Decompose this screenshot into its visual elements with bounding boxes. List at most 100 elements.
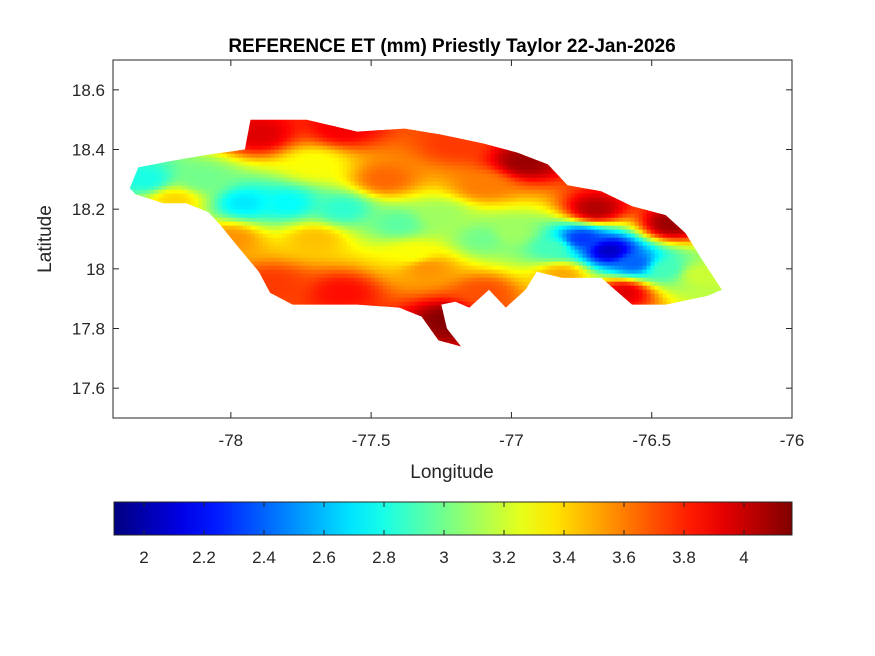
et-cell [346, 205, 352, 211]
et-cell [478, 189, 484, 195]
et-cell [362, 189, 368, 195]
et-cell [654, 213, 660, 219]
et-cell [390, 193, 396, 199]
et-cell [254, 221, 260, 227]
et-cell [474, 225, 480, 231]
et-cell [146, 181, 152, 187]
et-cell [522, 189, 528, 195]
et-cell [538, 237, 544, 243]
chart-title: REFERENCE ET (mm) Priestly Taylor 22-Jan… [228, 36, 675, 57]
et-cell [270, 129, 276, 135]
et-cell [634, 237, 640, 243]
et-cell [630, 225, 636, 231]
et-cell [382, 169, 388, 175]
et-cell [546, 169, 552, 175]
et-cell [342, 129, 348, 135]
et-cell [402, 237, 408, 243]
et-cell [502, 205, 508, 211]
et-cell [566, 221, 572, 227]
et-cell [226, 197, 232, 203]
et-cell [502, 149, 508, 155]
et-cell [458, 233, 464, 239]
et-cell [266, 205, 272, 211]
et-cell [602, 193, 608, 199]
et-cell [442, 173, 448, 179]
et-cell [362, 129, 368, 135]
et-cell [310, 237, 316, 243]
et-cell [390, 213, 396, 219]
et-cell [306, 205, 312, 211]
et-cell [238, 213, 244, 219]
et-cell [190, 169, 196, 175]
et-cell [218, 221, 224, 227]
et-cell [158, 185, 164, 191]
et-cell [534, 189, 540, 195]
et-cell [202, 173, 208, 179]
et-cell [438, 169, 444, 175]
et-cell [418, 205, 424, 211]
et-cell [346, 225, 352, 231]
et-cell [382, 229, 388, 235]
et-cell [238, 201, 244, 207]
et-cell [238, 189, 244, 195]
et-cell [246, 181, 252, 187]
et-cell [354, 173, 360, 179]
et-cell [258, 119, 264, 123]
et-cell [254, 125, 260, 131]
et-cell [498, 205, 504, 211]
et-cell [550, 189, 556, 195]
et-cell [482, 185, 488, 191]
et-cell [474, 169, 480, 175]
et-cell [214, 173, 220, 179]
et-cell [342, 189, 348, 195]
et-cell [386, 193, 392, 199]
et-cell [642, 229, 648, 235]
et-cell [414, 157, 420, 163]
et-cell [150, 169, 156, 175]
et-cell [434, 141, 440, 147]
et-cell [346, 217, 352, 223]
et-cell [534, 201, 540, 207]
et-cell [374, 201, 380, 207]
et-cell [550, 177, 556, 183]
et-cell [390, 209, 396, 215]
et-cell [474, 185, 480, 191]
et-cell [174, 177, 180, 183]
et-cell [318, 217, 324, 223]
et-cell [158, 161, 164, 167]
et-cell [298, 145, 304, 151]
et-cell [198, 157, 204, 163]
et-cell [358, 217, 364, 223]
et-cell [610, 229, 616, 235]
et-cell [434, 157, 440, 163]
et-cell [422, 169, 428, 175]
et-cell [442, 205, 448, 211]
et-cell [450, 173, 456, 179]
et-cell [226, 157, 232, 163]
et-cell [374, 145, 380, 151]
et-cell [526, 161, 532, 167]
et-cell [438, 185, 444, 191]
et-cell [682, 233, 688, 239]
et-cell [158, 177, 164, 183]
et-cell [430, 213, 436, 219]
et-cell [558, 189, 564, 195]
et-cell [174, 165, 180, 171]
et-cell [510, 237, 516, 243]
et-cell [490, 181, 496, 187]
et-cell [522, 177, 528, 183]
et-cell [534, 165, 540, 171]
et-cell [454, 233, 460, 239]
et-cell [458, 157, 464, 163]
et-cell [186, 201, 192, 207]
et-cell [206, 201, 212, 207]
et-cell [326, 141, 332, 147]
et-cell [578, 221, 584, 227]
et-cell [342, 153, 348, 159]
et-cell [382, 185, 388, 191]
et-cell [242, 149, 248, 155]
et-cell [258, 161, 264, 167]
et-cell [430, 201, 436, 207]
et-cell [658, 213, 664, 219]
et-cell [138, 173, 144, 179]
